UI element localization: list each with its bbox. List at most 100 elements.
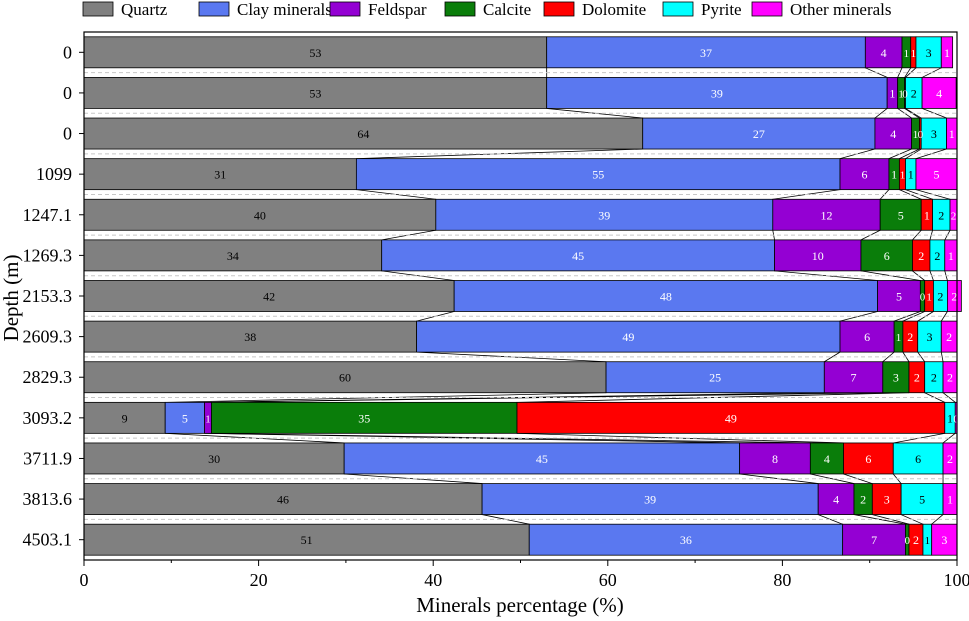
data-label: 39 bbox=[711, 86, 723, 100]
bar-segment-other-minerals bbox=[921, 77, 957, 109]
data-label: 2 bbox=[951, 210, 957, 222]
connector-line bbox=[942, 392, 956, 403]
legend-swatch-clay-minerals bbox=[198, 1, 230, 17]
connector-line bbox=[899, 148, 920, 160]
connector-line bbox=[942, 433, 956, 444]
legend-label: Clay minerals bbox=[237, 0, 332, 19]
bar-segment-dolomite bbox=[871, 483, 902, 515]
bar-segment-feldspar bbox=[839, 320, 895, 353]
data-label: 2 bbox=[947, 371, 953, 385]
data-label: 2 bbox=[860, 493, 866, 507]
connector-line bbox=[888, 148, 912, 160]
data-label: 1 bbox=[911, 48, 917, 60]
data-label: 1 bbox=[889, 86, 895, 100]
data-label: 7 bbox=[851, 371, 857, 385]
legend: Quartz Clay minerals Feldspar Calcite Dolomi… bbox=[82, 0, 892, 19]
bar-segment-pyrite bbox=[900, 483, 944, 515]
data-label: 1 bbox=[205, 413, 211, 425]
y-tick-label: 4503.1 bbox=[23, 530, 73, 550]
bar-segment-feldspar bbox=[823, 361, 884, 394]
bar-segment-feldspar bbox=[772, 198, 881, 231]
data-label: 49 bbox=[622, 330, 634, 344]
y-axis-label: Depth (m) bbox=[0, 255, 23, 342]
data-label: 2 bbox=[907, 330, 913, 344]
x-tick-label: 0 bbox=[80, 570, 89, 590]
y-tick-label: 2609.3 bbox=[23, 327, 73, 347]
bar-segment-feldspar bbox=[877, 280, 921, 312]
data-label: 2 bbox=[946, 330, 952, 344]
x-tick-label: 40 bbox=[424, 570, 442, 590]
legend-label: Dolomite bbox=[582, 0, 646, 19]
legend-swatch-dolomite bbox=[543, 1, 575, 17]
data-label: 12 bbox=[820, 208, 832, 222]
x-tick-label: 80 bbox=[773, 570, 791, 590]
data-label: 2 bbox=[911, 86, 917, 100]
data-label: 2 bbox=[914, 371, 920, 385]
data-label: 9 bbox=[122, 411, 128, 425]
data-label: 1 bbox=[948, 249, 954, 263]
y-tick-label: 0 bbox=[63, 83, 72, 103]
legend-swatch-pyrite bbox=[662, 1, 694, 17]
data-label: 5 bbox=[896, 290, 902, 304]
data-label: 1 bbox=[900, 170, 906, 182]
data-label: 1 bbox=[947, 411, 953, 425]
data-label: 38 bbox=[244, 330, 256, 344]
data-label: 0 bbox=[953, 413, 959, 425]
connector-line bbox=[894, 311, 921, 322]
data-label: 39 bbox=[644, 493, 656, 507]
bar-segment-feldspar bbox=[874, 117, 913, 150]
bar-segment-clay-minerals bbox=[453, 280, 878, 312]
data-label: 60 bbox=[339, 371, 351, 385]
y-tick-label: 2153.3 bbox=[23, 286, 73, 306]
data-label: 8 bbox=[772, 452, 778, 466]
bar-segment-quartz bbox=[83, 361, 607, 394]
data-label: 42 bbox=[263, 290, 275, 304]
data-label: 1 bbox=[947, 493, 953, 507]
connector-line bbox=[818, 514, 843, 525]
data-label: 1 bbox=[949, 127, 955, 141]
bar-segment-calcite bbox=[879, 198, 922, 231]
data-label: 2 bbox=[951, 290, 957, 304]
data-label: 1 bbox=[944, 46, 950, 60]
data-label: 6 bbox=[864, 330, 870, 344]
connector-line bbox=[824, 351, 841, 363]
bar-segment-clay-minerals bbox=[481, 483, 819, 515]
bar-segment-feldspar bbox=[739, 442, 811, 475]
bar-segment-other-minerals bbox=[946, 280, 962, 312]
data-label: 48 bbox=[660, 290, 672, 304]
data-label: 2 bbox=[937, 290, 943, 304]
data-label: 3 bbox=[884, 493, 890, 507]
data-label: 4 bbox=[890, 127, 896, 141]
y-tick-label: 3711.9 bbox=[23, 448, 72, 468]
data-label: 2 bbox=[934, 249, 940, 263]
connector-line bbox=[356, 189, 436, 200]
x-axis-label: Minerals percentage (%) bbox=[416, 593, 624, 617]
data-label: 1 bbox=[896, 332, 902, 344]
axes: 00010991247.11269.32153.32609.32829.3309… bbox=[23, 31, 969, 590]
bars bbox=[83, 36, 962, 556]
data-label: 1 bbox=[904, 48, 910, 60]
data-label: 5 bbox=[919, 493, 925, 507]
bar-segment-quartz bbox=[83, 320, 418, 353]
y-tick-label: 3093.2 bbox=[23, 408, 73, 428]
data-label: 3 bbox=[941, 533, 947, 547]
x-tick-label: 100 bbox=[944, 570, 969, 590]
legend-label: Calcite bbox=[483, 0, 531, 19]
connector-line bbox=[940, 311, 948, 322]
bar-segment-clay-minerals bbox=[546, 77, 888, 109]
bar-segment-pyrite bbox=[892, 442, 944, 475]
data-label: 40 bbox=[254, 208, 266, 222]
legend-swatch-feldspar bbox=[329, 1, 361, 17]
data-label: 53 bbox=[309, 46, 321, 60]
bar-segment-clay-minerals bbox=[355, 158, 841, 191]
data-label: 45 bbox=[572, 249, 584, 263]
bar-segment-feldspar bbox=[839, 158, 890, 191]
connector-line bbox=[853, 514, 906, 525]
y-tick-label: 2829.3 bbox=[23, 367, 73, 387]
x-tick-label: 20 bbox=[250, 570, 268, 590]
data-label: 37 bbox=[700, 46, 712, 60]
y-tick-label: 1269.3 bbox=[23, 245, 73, 265]
data-label: 51 bbox=[301, 533, 313, 547]
legend-label: Other minerals bbox=[790, 0, 892, 19]
